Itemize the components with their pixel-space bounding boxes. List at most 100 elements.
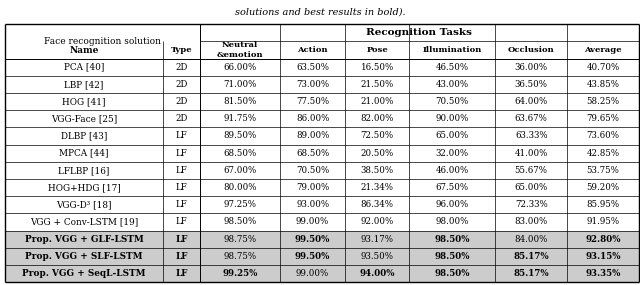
Text: 68.50%: 68.50% xyxy=(223,149,257,158)
Text: 85.95%: 85.95% xyxy=(586,200,620,209)
Text: 2D: 2D xyxy=(175,63,188,72)
Text: 21.50%: 21.50% xyxy=(360,80,394,89)
Text: 93.50%: 93.50% xyxy=(360,252,394,261)
Text: 63.50%: 63.50% xyxy=(296,63,329,72)
Text: HOG+HDG [17]: HOG+HDG [17] xyxy=(47,183,120,192)
Text: 90.00%: 90.00% xyxy=(436,114,469,123)
Text: 79.00%: 79.00% xyxy=(296,183,329,192)
Text: Prop. VGG + SLF-LSTM: Prop. VGG + SLF-LSTM xyxy=(25,252,143,261)
Text: 98.75%: 98.75% xyxy=(223,235,257,244)
Text: 72.33%: 72.33% xyxy=(515,200,548,209)
Text: 81.50%: 81.50% xyxy=(223,97,257,106)
Text: 73.60%: 73.60% xyxy=(586,131,620,141)
Text: 94.00%: 94.00% xyxy=(359,269,395,278)
Text: 99.00%: 99.00% xyxy=(296,269,329,278)
Text: Face recognition solution: Face recognition solution xyxy=(44,37,161,46)
Text: 40.70%: 40.70% xyxy=(586,63,620,72)
Text: 68.50%: 68.50% xyxy=(296,149,329,158)
Text: Prop. VGG + SeqL-LSTM: Prop. VGG + SeqL-LSTM xyxy=(22,269,146,278)
Text: VGG + Conv-LSTM [19]: VGG + Conv-LSTM [19] xyxy=(30,217,138,227)
Text: Neutral
&emotion: Neutral &emotion xyxy=(217,41,264,59)
Text: 53.75%: 53.75% xyxy=(586,166,620,175)
Text: 71.00%: 71.00% xyxy=(223,80,257,89)
Text: 36.00%: 36.00% xyxy=(515,63,548,72)
Text: 98.50%: 98.50% xyxy=(223,217,257,227)
Text: 96.00%: 96.00% xyxy=(436,200,469,209)
Text: 63.67%: 63.67% xyxy=(515,114,548,123)
Text: LF: LF xyxy=(175,235,188,244)
Text: 84.00%: 84.00% xyxy=(515,235,548,244)
Text: LF: LF xyxy=(175,166,188,175)
Text: 91.95%: 91.95% xyxy=(586,217,620,227)
Text: 70.50%: 70.50% xyxy=(436,97,469,106)
Text: Pose: Pose xyxy=(366,46,388,54)
Text: LF: LF xyxy=(175,149,188,158)
Text: 83.00%: 83.00% xyxy=(515,217,548,227)
Text: 97.25%: 97.25% xyxy=(224,200,257,209)
Text: 98.50%: 98.50% xyxy=(435,235,470,244)
Text: 98.00%: 98.00% xyxy=(436,217,469,227)
Text: 89.00%: 89.00% xyxy=(296,131,330,141)
Text: 93.35%: 93.35% xyxy=(585,269,621,278)
Text: 85.17%: 85.17% xyxy=(513,269,549,278)
Text: 99.00%: 99.00% xyxy=(296,217,329,227)
Text: LF: LF xyxy=(175,269,188,278)
Text: 2D: 2D xyxy=(175,80,188,89)
Text: 63.33%: 63.33% xyxy=(515,131,548,141)
Text: LF: LF xyxy=(175,131,188,141)
Text: 86.00%: 86.00% xyxy=(296,114,330,123)
Text: 93.00%: 93.00% xyxy=(296,200,329,209)
Text: 43.00%: 43.00% xyxy=(436,80,469,89)
Text: LF: LF xyxy=(175,183,188,192)
Text: Type: Type xyxy=(171,46,192,54)
Text: 46.50%: 46.50% xyxy=(436,63,469,72)
Text: LF: LF xyxy=(175,200,188,209)
Text: VGG-D³ [18]: VGG-D³ [18] xyxy=(56,200,112,209)
Text: Occlusion: Occlusion xyxy=(508,46,555,54)
Text: 86.34%: 86.34% xyxy=(360,200,394,209)
Text: 73.00%: 73.00% xyxy=(296,80,329,89)
Text: 98.75%: 98.75% xyxy=(223,252,257,261)
Text: 99.50%: 99.50% xyxy=(295,235,330,244)
Text: 77.50%: 77.50% xyxy=(296,97,329,106)
Text: MPCA [44]: MPCA [44] xyxy=(60,149,109,158)
Text: VGG-Face [25]: VGG-Face [25] xyxy=(51,114,117,123)
Text: 42.85%: 42.85% xyxy=(586,149,620,158)
Text: 21.00%: 21.00% xyxy=(360,97,394,106)
Text: 98.50%: 98.50% xyxy=(435,269,470,278)
Text: 38.50%: 38.50% xyxy=(360,166,394,175)
Text: Recognition Tasks: Recognition Tasks xyxy=(367,28,472,37)
Text: 65.00%: 65.00% xyxy=(436,131,469,141)
Text: 2D: 2D xyxy=(175,114,188,123)
Text: 99.50%: 99.50% xyxy=(295,252,330,261)
Text: LFLBP [16]: LFLBP [16] xyxy=(58,166,109,175)
Text: 79.65%: 79.65% xyxy=(586,114,620,123)
Text: 64.00%: 64.00% xyxy=(515,97,548,106)
Text: 70.50%: 70.50% xyxy=(296,166,329,175)
Text: Name: Name xyxy=(69,46,99,54)
Text: Action: Action xyxy=(298,46,328,54)
Text: 16.50%: 16.50% xyxy=(360,63,394,72)
Text: LF: LF xyxy=(175,252,188,261)
Text: 43.85%: 43.85% xyxy=(586,80,620,89)
Text: 41.00%: 41.00% xyxy=(515,149,548,158)
Text: 72.50%: 72.50% xyxy=(360,131,394,141)
Text: 80.00%: 80.00% xyxy=(223,183,257,192)
Text: Average: Average xyxy=(584,46,621,54)
Text: LBP [42]: LBP [42] xyxy=(64,80,104,89)
Text: 67.00%: 67.00% xyxy=(223,166,257,175)
Text: 32.00%: 32.00% xyxy=(436,149,469,158)
Text: LF: LF xyxy=(175,217,188,227)
Text: 93.17%: 93.17% xyxy=(360,235,394,244)
Text: 92.00%: 92.00% xyxy=(360,217,394,227)
Text: 46.00%: 46.00% xyxy=(436,166,469,175)
Text: 59.20%: 59.20% xyxy=(586,183,620,192)
Text: 85.17%: 85.17% xyxy=(513,252,549,261)
Text: 58.25%: 58.25% xyxy=(586,97,620,106)
Text: 99.25%: 99.25% xyxy=(223,269,258,278)
Text: 82.00%: 82.00% xyxy=(360,114,394,123)
Text: 20.50%: 20.50% xyxy=(360,149,394,158)
Bar xyxy=(5,265,639,282)
Text: 21.34%: 21.34% xyxy=(360,183,394,192)
Text: 92.80%: 92.80% xyxy=(585,235,621,244)
